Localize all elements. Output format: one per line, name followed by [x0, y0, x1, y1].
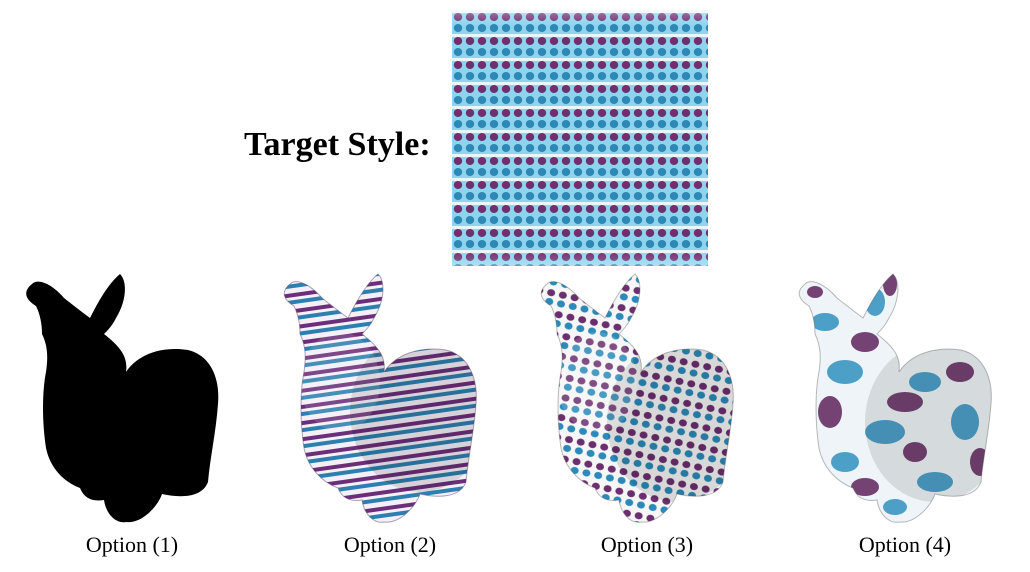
bunny-striped-image [283, 273, 477, 523]
option-2[interactable]: Option (2) [270, 262, 510, 562]
target-style-swatch [452, 10, 708, 266]
option-4[interactable]: Option (4) [785, 262, 1025, 562]
option-1[interactable]: Option (1) [12, 262, 252, 562]
option-4-label: Option (4) [858, 532, 952, 557]
option-1-label: Option (1) [85, 532, 179, 557]
target-style-label: Target Style: [244, 126, 431, 163]
bunny-silhouette-image [26, 274, 219, 523]
bunny-camouflage-image [798, 273, 992, 523]
bunny-dotted-image [540, 273, 734, 523]
option-3-label: Option (3) [600, 532, 694, 557]
option-3[interactable]: Option (3) [527, 262, 767, 562]
option-2-label: Option (2) [343, 532, 437, 557]
